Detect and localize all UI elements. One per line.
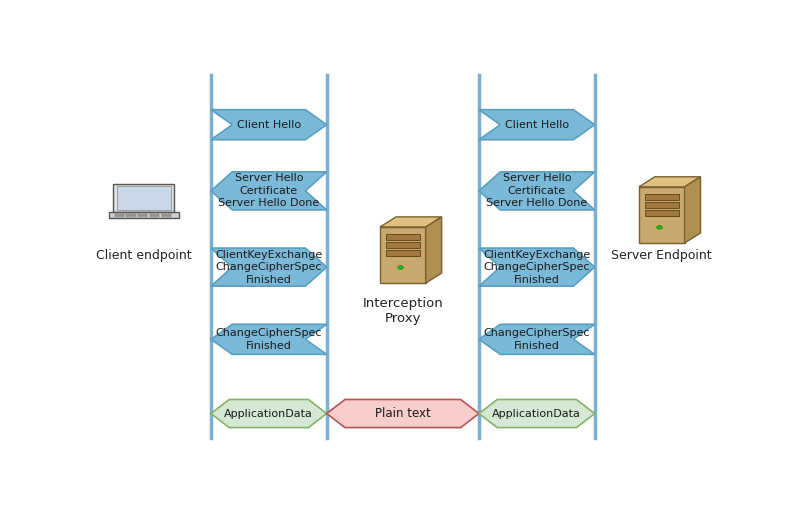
Text: Client Hello: Client Hello — [237, 120, 301, 130]
FancyBboxPatch shape — [162, 215, 171, 217]
FancyBboxPatch shape — [645, 202, 679, 208]
Text: ChangeCipherSpec
Finished: ChangeCipherSpec Finished — [483, 328, 590, 351]
Polygon shape — [211, 172, 327, 210]
Polygon shape — [211, 400, 327, 428]
FancyBboxPatch shape — [116, 186, 171, 210]
FancyBboxPatch shape — [645, 194, 679, 200]
Polygon shape — [211, 324, 327, 354]
FancyBboxPatch shape — [162, 213, 171, 215]
Text: ChangeCipherSpec
Finished: ChangeCipherSpec Finished — [215, 328, 322, 351]
Text: Server Hello
Certificate
Server Hello Done: Server Hello Certificate Server Hello Do… — [219, 173, 319, 208]
FancyBboxPatch shape — [127, 215, 135, 217]
FancyBboxPatch shape — [109, 212, 179, 218]
Polygon shape — [685, 177, 700, 243]
FancyBboxPatch shape — [386, 234, 420, 240]
FancyBboxPatch shape — [113, 184, 174, 212]
FancyBboxPatch shape — [138, 213, 148, 215]
Polygon shape — [639, 177, 700, 187]
FancyBboxPatch shape — [645, 210, 679, 216]
Polygon shape — [479, 324, 595, 354]
Text: ClientKeyExchange
ChangeCipherSpec
Finished: ClientKeyExchange ChangeCipherSpec Finis… — [483, 250, 590, 284]
Polygon shape — [479, 248, 595, 286]
FancyBboxPatch shape — [639, 187, 685, 243]
FancyBboxPatch shape — [115, 213, 123, 215]
Polygon shape — [380, 217, 442, 227]
FancyBboxPatch shape — [127, 213, 135, 215]
Circle shape — [398, 266, 403, 269]
FancyBboxPatch shape — [138, 215, 148, 217]
Text: Server Endpoint: Server Endpoint — [612, 249, 712, 262]
Polygon shape — [426, 217, 442, 283]
Text: Interception
Proxy: Interception Proxy — [362, 297, 443, 325]
FancyBboxPatch shape — [380, 227, 426, 283]
FancyBboxPatch shape — [115, 215, 123, 217]
Polygon shape — [211, 248, 327, 286]
FancyBboxPatch shape — [150, 213, 160, 215]
Text: Server Hello
Certificate
Server Hello Done: Server Hello Certificate Server Hello Do… — [487, 173, 587, 208]
Polygon shape — [479, 172, 595, 210]
FancyBboxPatch shape — [386, 242, 420, 248]
Text: Client endpoint: Client endpoint — [96, 249, 192, 262]
Circle shape — [656, 226, 662, 229]
Polygon shape — [479, 109, 595, 140]
Text: ApplicationData: ApplicationData — [224, 408, 314, 418]
Text: ClientKeyExchange
ChangeCipherSpec
Finished: ClientKeyExchange ChangeCipherSpec Finis… — [215, 250, 322, 284]
Text: ApplicationData: ApplicationData — [492, 408, 582, 418]
Polygon shape — [211, 109, 327, 140]
Text: Client Hello: Client Hello — [505, 120, 569, 130]
Polygon shape — [479, 400, 595, 428]
FancyBboxPatch shape — [386, 250, 420, 256]
Text: Plain text: Plain text — [375, 407, 431, 420]
Polygon shape — [327, 400, 479, 428]
FancyBboxPatch shape — [150, 215, 160, 217]
